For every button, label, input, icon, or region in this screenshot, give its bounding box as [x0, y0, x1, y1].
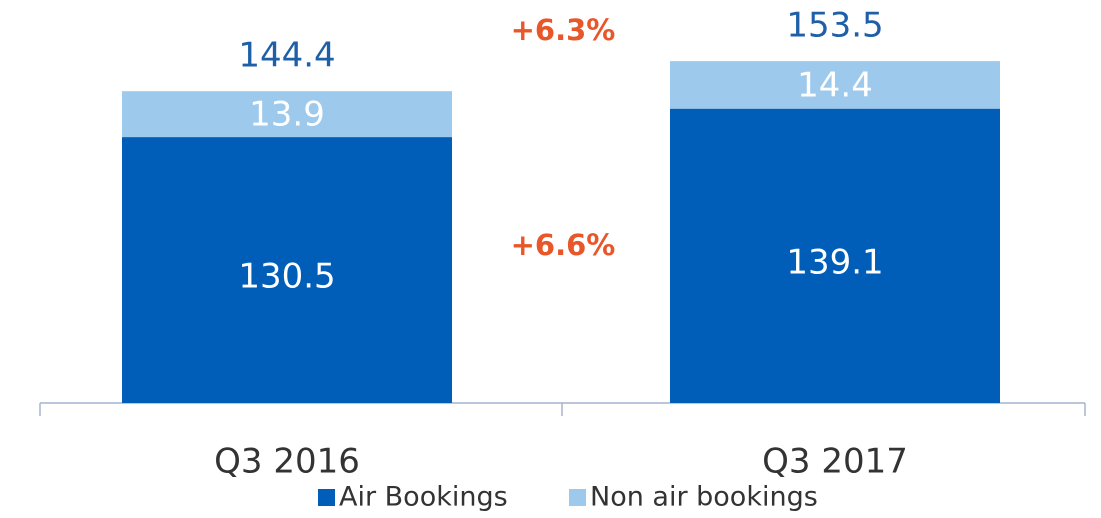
- bar-segment: [122, 137, 452, 403]
- bar-segment: [122, 91, 452, 138]
- bar-segment: [670, 61, 1000, 109]
- total-label: 153.5: [786, 6, 883, 46]
- data-label: 130.5: [238, 257, 335, 297]
- legend-swatch: [569, 489, 586, 506]
- growth-annotation: +6.6%: [511, 228, 616, 262]
- total-label: 144.4: [238, 36, 335, 76]
- x-tick-label: Q3 2017: [762, 442, 908, 482]
- growth-annotation: +6.3%: [511, 13, 616, 47]
- data-label: 139.1: [786, 242, 883, 282]
- legend-label: Non air bookings: [590, 482, 818, 513]
- legend-swatch: [318, 489, 335, 506]
- data-label: 13.9: [249, 95, 325, 135]
- data-label: 14.4: [797, 65, 873, 105]
- legend-label: Air Bookings: [339, 482, 508, 513]
- bar-segment: [670, 108, 1000, 404]
- x-tick-label: Q3 2016: [214, 442, 360, 482]
